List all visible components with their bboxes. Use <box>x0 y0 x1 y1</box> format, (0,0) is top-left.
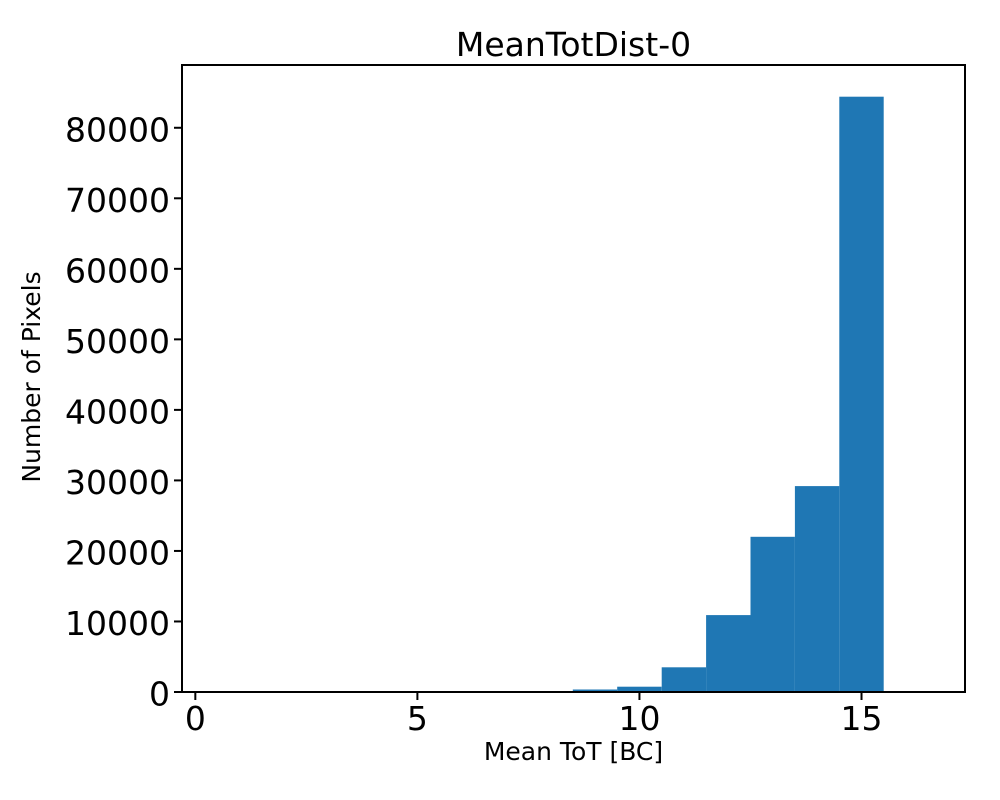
histogram-bar <box>794 486 840 692</box>
x-tick-label: 5 <box>407 699 428 738</box>
y-tick-label: 50000 <box>65 322 170 361</box>
plot-border <box>181 64 966 693</box>
x-tick-label: 15 <box>841 699 883 738</box>
histogram-bar <box>661 667 707 692</box>
histogram-bar <box>706 615 751 692</box>
bars <box>572 96 884 692</box>
histogram-bar <box>617 686 662 692</box>
x-tick-label: 10 <box>618 699 660 738</box>
y-tick-label: 10000 <box>65 604 170 643</box>
y-tick-label: 0 <box>149 675 170 714</box>
y-tick-label: 40000 <box>65 392 170 431</box>
y-axis-label: Number of Pixels <box>17 271 46 482</box>
y-tick-label: 60000 <box>65 251 170 290</box>
chart-title: MeanTotDist-0 <box>456 25 691 64</box>
y-tick-label: 20000 <box>65 533 170 572</box>
y-tick-label: 30000 <box>65 463 170 502</box>
x-tick-label: 0 <box>185 699 206 738</box>
histogram-bar <box>572 689 618 692</box>
x-axis-label: Mean ToT [BC] <box>484 737 663 766</box>
y-tick-label: 80000 <box>65 110 170 149</box>
y-tick-label: 70000 <box>65 181 170 220</box>
axes: 0 5 10 15 0 10000 20000 30000 40000 50000 60000 700… <box>65 64 966 738</box>
histogram-bar <box>750 536 795 692</box>
histogram-bar <box>839 96 884 692</box>
